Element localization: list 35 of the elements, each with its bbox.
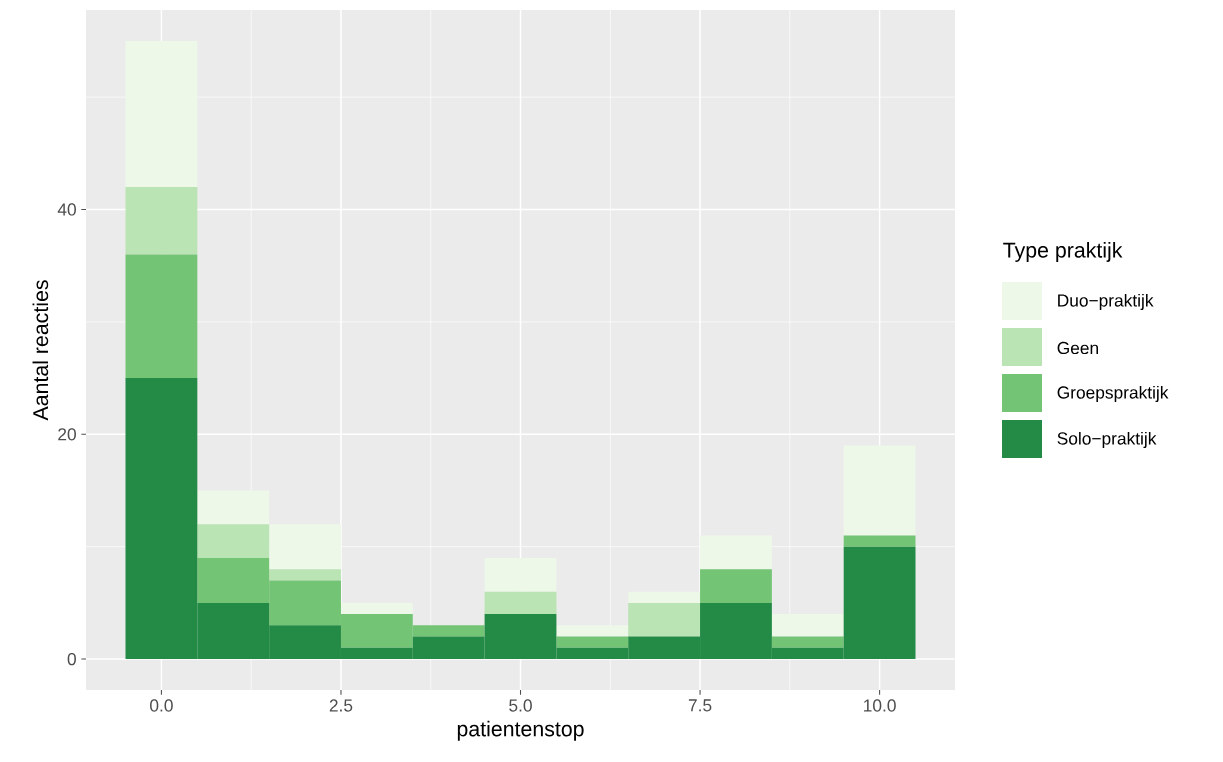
legend-label: Duo−praktijk: [1058, 293, 1154, 311]
x-axis-title: patientenstop: [457, 720, 584, 741]
bar: [628, 591, 701, 603]
bar: [340, 602, 413, 615]
bar: [700, 535, 772, 570]
bar: [628, 602, 701, 637]
bar: [269, 524, 341, 570]
bar: [484, 591, 557, 615]
bar: [125, 40, 198, 188]
bar: [771, 636, 844, 648]
x-tick-label: 10.0: [864, 699, 896, 712]
bar: [484, 557, 557, 592]
y-tick-label: 0: [67, 652, 76, 666]
legend-label: Groepspraktijk: [1057, 385, 1169, 403]
bar: [197, 524, 270, 558]
legend-label: Solo−praktijk: [1057, 431, 1157, 449]
bar: [556, 625, 629, 637]
bar: [771, 614, 844, 637]
bar: [556, 636, 629, 648]
x-tick-label: 5.0: [509, 699, 532, 712]
bar: [197, 490, 270, 525]
bar: [125, 254, 198, 379]
y-axis-title: Aantal reacties: [32, 280, 49, 421]
y-tick-label: 20: [58, 428, 76, 441]
bar: [700, 569, 772, 603]
legend-title: Type praktijk: [1003, 242, 1123, 262]
x-tick-label: 7.5: [688, 699, 712, 712]
x-tick-label: 0.0: [150, 699, 173, 712]
legend-label: Geen: [1057, 341, 1098, 355]
x-tick-label: 2.5: [329, 699, 353, 712]
bar: [843, 535, 916, 547]
bar: [843, 445, 916, 536]
bar: [125, 187, 198, 255]
y-tick-label: 40: [57, 203, 76, 216]
bar: [269, 569, 341, 581]
